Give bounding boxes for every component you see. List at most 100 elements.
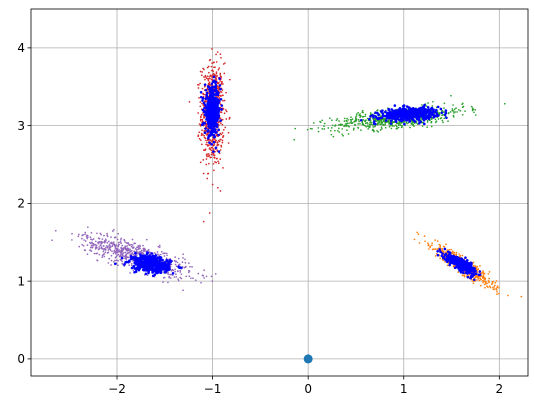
data-point (219, 87, 222, 91)
data-point (393, 104, 397, 107)
data-point (199, 118, 202, 121)
data-point (180, 266, 183, 270)
data-point (146, 259, 150, 263)
data-point (464, 110, 466, 112)
data-point (443, 113, 447, 117)
data-point (84, 233, 86, 236)
data-point (188, 101, 191, 103)
data-point (180, 273, 183, 276)
data-point (397, 113, 401, 116)
data-point (364, 120, 367, 123)
data-point (205, 91, 209, 95)
data-point (471, 267, 475, 271)
data-point (495, 287, 497, 290)
data-point (432, 100, 434, 103)
data-point (153, 263, 156, 266)
data-point (219, 72, 222, 75)
data-point (135, 256, 139, 260)
data-point (124, 241, 126, 243)
data-point (168, 259, 172, 262)
data-point (197, 135, 200, 138)
data-point (157, 265, 160, 268)
data-point (181, 261, 184, 263)
data-point (336, 118, 339, 120)
data-point (460, 263, 464, 267)
data-point (208, 98, 212, 102)
data-point (421, 104, 423, 106)
data-point (210, 275, 213, 278)
data-point (339, 124, 342, 126)
data-point (350, 120, 352, 123)
data-point (215, 61, 218, 63)
data-point (225, 110, 228, 113)
data-point (220, 57, 222, 59)
data-point (383, 114, 387, 118)
data-point (493, 288, 496, 291)
data-point (217, 186, 219, 189)
data-point (98, 247, 101, 250)
data-point (204, 76, 207, 78)
data-point (399, 124, 402, 127)
data-point (207, 134, 211, 137)
data-point (206, 96, 210, 100)
data-point (121, 260, 123, 263)
data-point (131, 252, 134, 254)
data-point (96, 252, 99, 255)
data-point (436, 248, 439, 250)
data-point (218, 77, 221, 80)
data-point (115, 244, 118, 247)
data-point (452, 115, 455, 118)
data-point (448, 251, 452, 254)
data-point (206, 177, 209, 180)
data-point (130, 266, 134, 270)
data-point (341, 133, 344, 136)
data-point (225, 91, 227, 94)
data-point (347, 133, 350, 135)
data-point (478, 270, 482, 273)
data-point (474, 109, 477, 111)
data-point (338, 124, 340, 126)
data-point (154, 254, 158, 257)
data-point (203, 269, 206, 271)
data-point (200, 143, 203, 146)
data-point (142, 254, 146, 257)
data-point (147, 270, 151, 273)
data-point (139, 244, 141, 247)
data-point (435, 252, 438, 255)
data-point (202, 116, 205, 119)
data-point (202, 172, 205, 175)
data-point (427, 242, 429, 245)
data-point (120, 251, 123, 254)
data-point (107, 240, 110, 243)
data-point (205, 93, 209, 97)
data-point (210, 146, 213, 149)
data-point (411, 114, 414, 118)
data-point (217, 150, 221, 153)
data-point (110, 241, 113, 244)
data-point (496, 286, 499, 289)
data-point (208, 76, 211, 78)
data-point (374, 122, 377, 126)
data-point (180, 277, 183, 280)
data-point (212, 96, 215, 99)
data-point (96, 259, 98, 262)
data-point (461, 274, 464, 277)
data-point (82, 233, 85, 236)
data-point (201, 99, 204, 102)
data-point (375, 120, 378, 122)
data-point (167, 273, 170, 276)
data-point (161, 263, 164, 266)
data-point (384, 119, 388, 122)
data-point (378, 123, 380, 125)
data-point (78, 245, 81, 248)
data-point (158, 269, 162, 272)
data-point (317, 130, 320, 133)
data-point (99, 232, 102, 235)
data-point (86, 237, 89, 240)
data-point (129, 272, 131, 274)
data-point (210, 101, 213, 104)
data-point (462, 268, 466, 271)
data-point (423, 122, 426, 126)
data-point (109, 249, 112, 251)
data-point (174, 263, 177, 266)
